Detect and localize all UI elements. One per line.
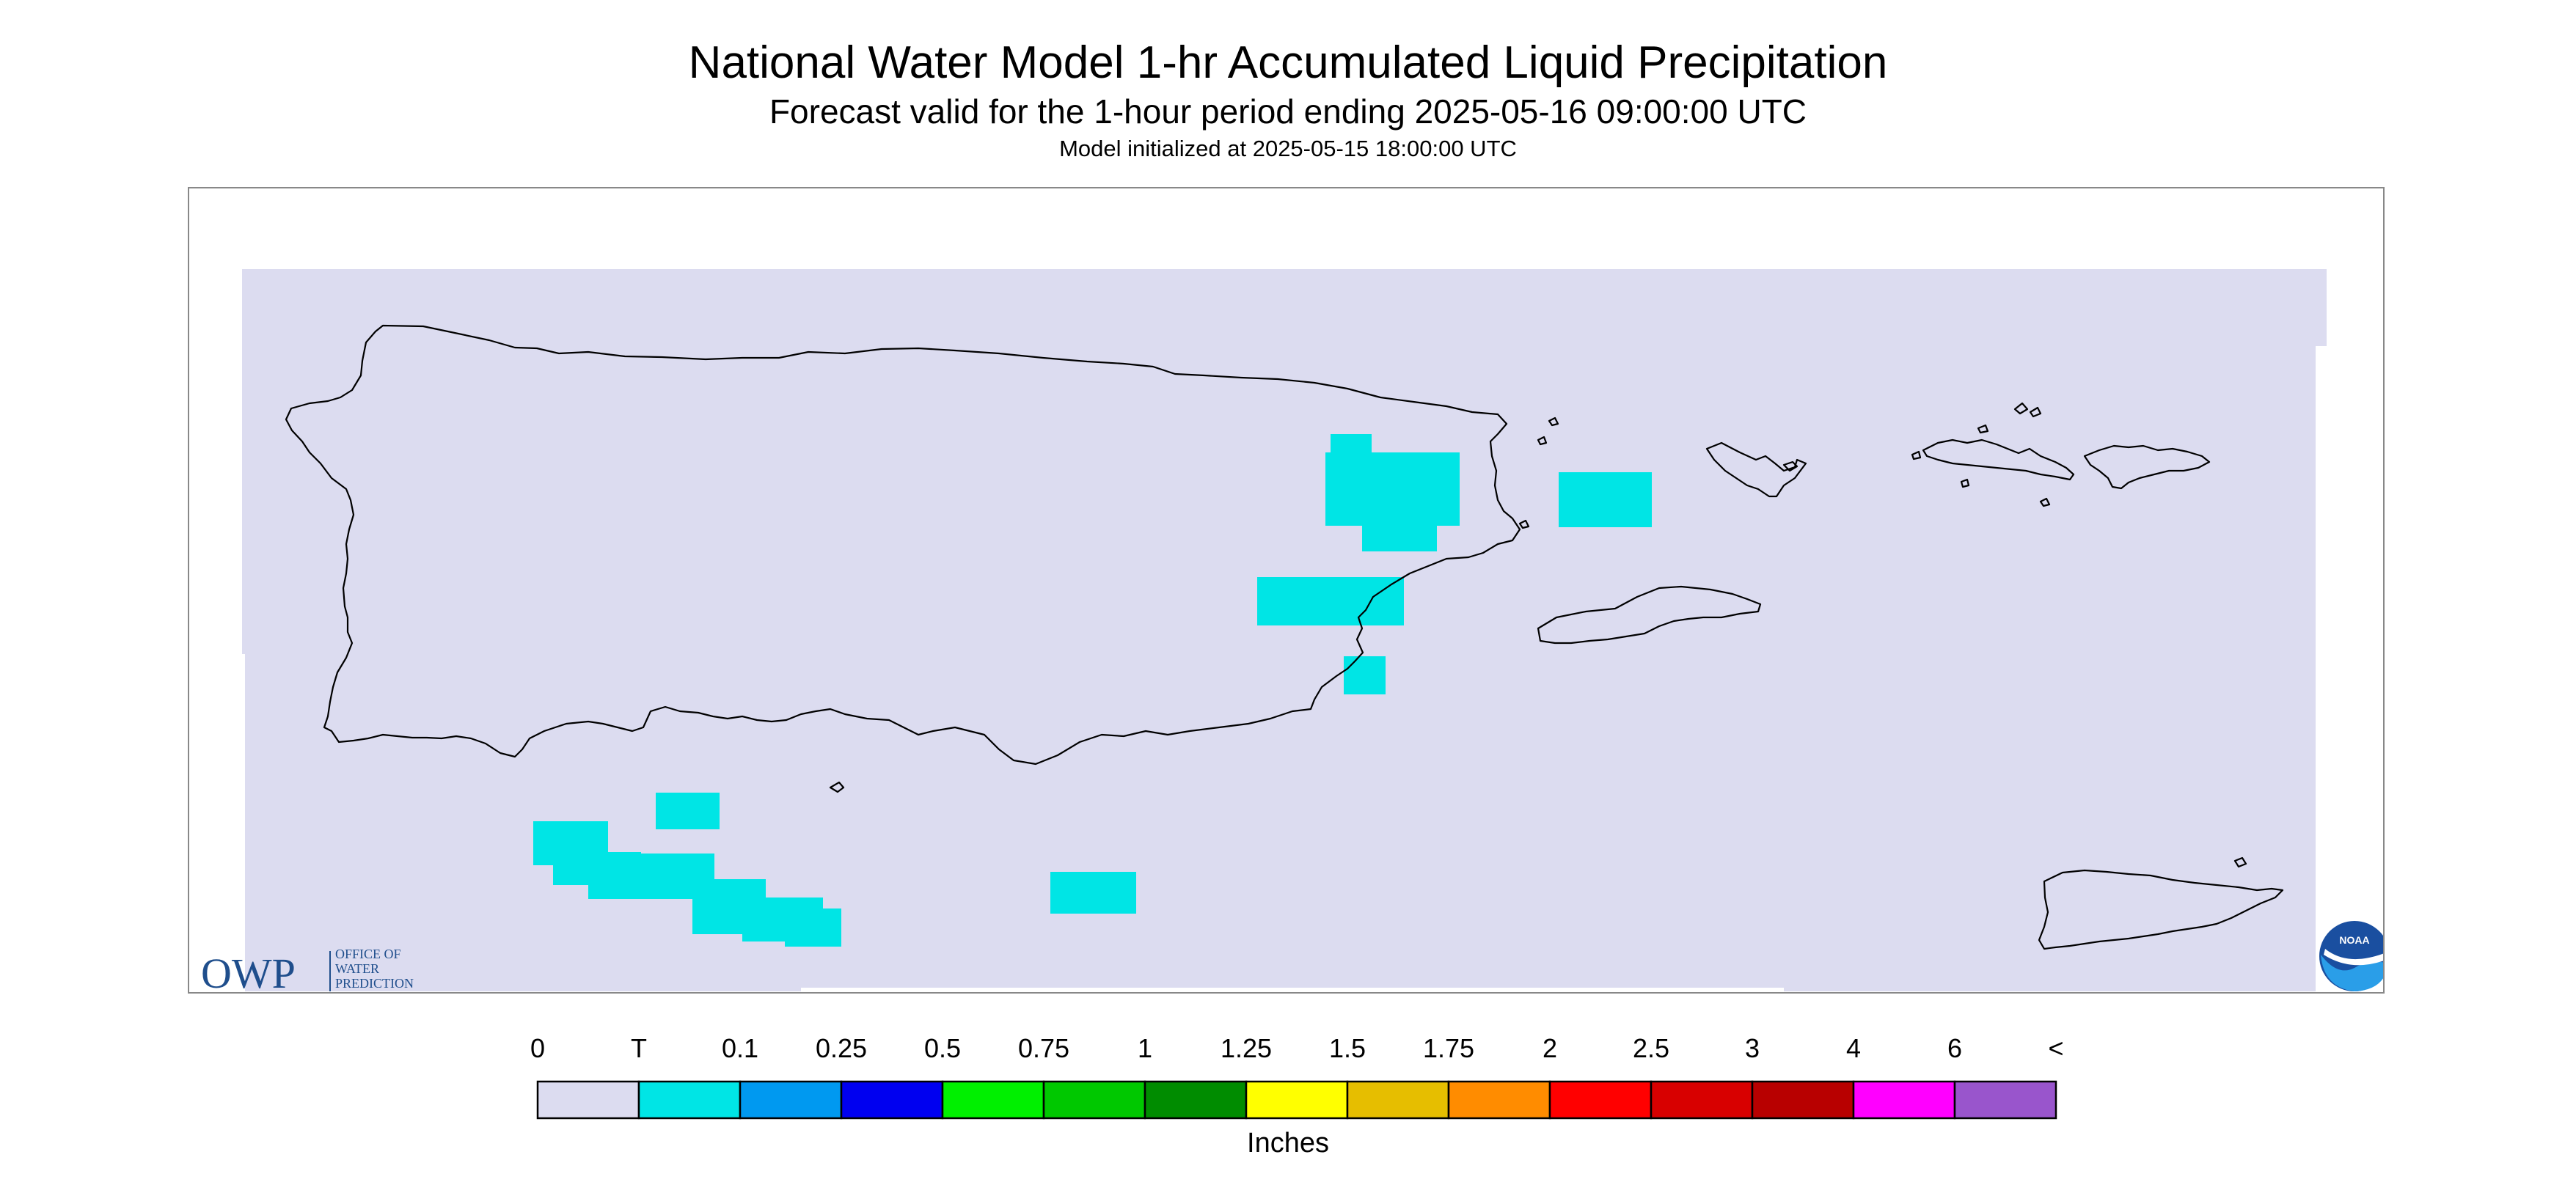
minor-island [2029, 406, 2042, 418]
legend-color-box [1346, 1080, 1450, 1120]
legend-tick-label: 1.75 [1423, 1033, 1474, 1063]
precipitation-map: OWP OFFICE OF WATER PREDICTION NOAA [201, 269, 2383, 992]
noaa-logo: NOAA [2319, 921, 2383, 991]
precip-cell [785, 908, 841, 947]
minor-island [1960, 478, 1970, 488]
owp-logo-line3: PREDICTION [335, 976, 414, 991]
trace-precip-cells [533, 434, 1652, 947]
culebra-island [1705, 441, 1807, 498]
legend-tick-label: T [631, 1033, 647, 1063]
minor-island [1977, 424, 1989, 434]
legend-tick-label: 1.25 [1221, 1033, 1272, 1063]
legend-tick-label: 0.75 [1018, 1033, 1069, 1063]
legend-color-box [1751, 1080, 1855, 1120]
culebrita-island [1782, 460, 1799, 472]
minor-island [2013, 402, 2029, 415]
legend-color-box [536, 1080, 640, 1120]
legend-tick-label: < [2048, 1033, 2063, 1063]
legend-tick-label: 4 [1846, 1033, 1861, 1063]
legend-tick-label: 6 [1947, 1033, 1962, 1063]
legend-color-box [1548, 1080, 1653, 1120]
st-thomas-island [1922, 438, 2075, 481]
noaa-logo-text: NOAA [2339, 934, 2369, 946]
legend-color-box [637, 1080, 742, 1120]
legend-color-box [1245, 1080, 1349, 1120]
minor-island [1548, 416, 1559, 427]
legend-tick-label: 1 [1138, 1033, 1152, 1063]
puerto-rico-coast [285, 324, 1521, 766]
precip-cell [1257, 577, 1404, 625]
owp-logo-line1: OFFICE OF [335, 947, 401, 961]
legend-color-box [739, 1080, 843, 1120]
minor-island [2233, 856, 2247, 868]
legend-title: Inches [1247, 1128, 1329, 1159]
precip-cell [1344, 656, 1386, 694]
legend-tick-label: 0 [530, 1033, 545, 1063]
legend-color-box [1953, 1080, 2057, 1120]
owp-logo-line2: WATER [335, 961, 379, 976]
legend-tick-label: 0.5 [924, 1033, 961, 1063]
st-croix-island [2038, 869, 2284, 950]
map-panel: OWP OFFICE OF WATER PREDICTION NOAA [188, 187, 2385, 994]
legend-color-box [1852, 1080, 1956, 1120]
legend-tick-label: 2 [1543, 1033, 1557, 1063]
precip-cell [1050, 872, 1136, 914]
legend-colorbar: 0 T 0.1 0.25 0.5 0.75 1 1.25 1.5 1.75 2 2.5 3 4 6 < [530, 1033, 2064, 1120]
owp-logo-text: OWP [201, 950, 296, 992]
legend-color-box [1650, 1080, 1754, 1120]
precip-cell [1362, 515, 1437, 551]
legend-color-box [840, 1080, 944, 1120]
map-title: National Water Model 1-hr Accumulated Li… [688, 37, 1888, 88]
minor-island [1911, 450, 1922, 460]
legend-color-box [941, 1080, 1045, 1120]
minor-island [2039, 497, 2051, 507]
model-domain [242, 269, 2327, 991]
minor-island [1518, 519, 1530, 529]
precip-cell [1325, 452, 1460, 526]
owp-logo: OWP OFFICE OF WATER PREDICTION [201, 947, 414, 992]
legend-tick-label: 2.5 [1633, 1033, 1669, 1063]
desecheo-island [829, 781, 845, 793]
minor-island [1537, 436, 1548, 446]
legend-tick-label: 3 [1745, 1033, 1760, 1063]
precipitation-legend: 0 T 0.1 0.25 0.5 0.75 1 1.25 1.5 1.75 2 2.5 3 4 6 < [0, 1012, 2576, 1182]
coastlines [285, 324, 2284, 950]
legend-color-box [1447, 1080, 1551, 1120]
precip-cell [656, 793, 720, 829]
legend-color-box [1144, 1080, 1248, 1120]
model-init-line: Model initialized at 2025-05-15 18:00:00… [1059, 136, 1517, 161]
legend-tick-label: 0.1 [722, 1033, 758, 1063]
map-subtitle: Forecast valid for the 1-hour period end… [769, 92, 1807, 131]
legend-tick-label: 1.5 [1329, 1033, 1366, 1063]
precip-cell [1559, 472, 1652, 527]
legend-color-box [1042, 1080, 1146, 1120]
st-john-island [2083, 444, 2211, 490]
precip-cell [1331, 434, 1372, 455]
vieques-island [1537, 585, 1762, 645]
legend-tick-label: 0.25 [816, 1033, 867, 1063]
